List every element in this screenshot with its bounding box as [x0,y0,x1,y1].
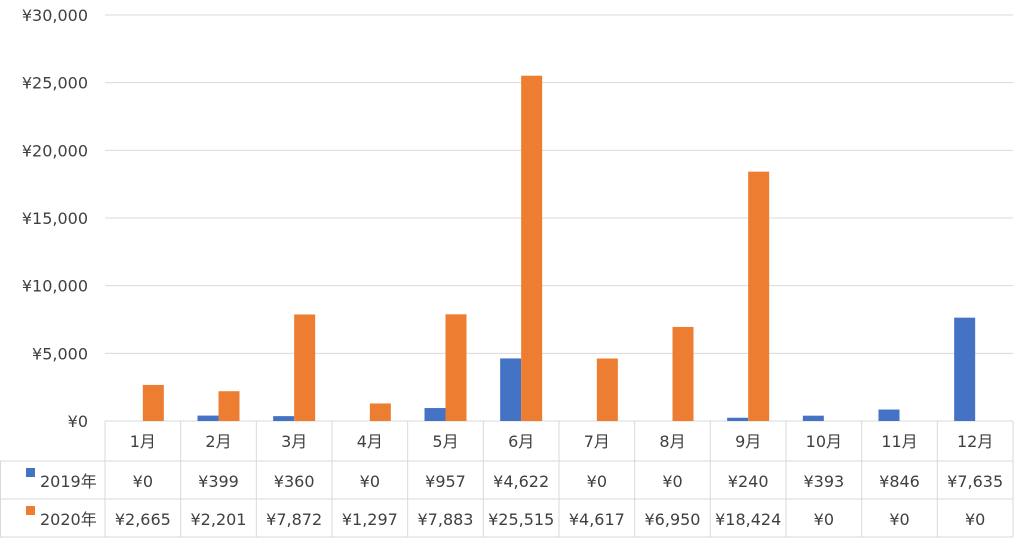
y-tick-label: ¥10,000 [22,277,88,296]
category-label: 3月 [281,432,307,451]
category-label: 4月 [357,432,383,451]
bar-series-1 [273,416,295,421]
data-table-cell: ¥957 [425,472,466,491]
bar-series-2 [369,403,391,421]
data-table-cell: ¥0 [587,472,607,491]
data-table-cell: ¥4,622 [493,472,549,491]
y-tick-label: ¥30,000 [22,6,88,25]
bar-series-2 [218,391,240,421]
bar-series-1 [500,358,522,421]
legend-label: 2019年 [40,472,97,491]
data-table-cell: ¥7,872 [266,510,322,529]
bar-series-1 [878,409,900,421]
data-table-cell: ¥1,297 [342,510,398,529]
y-tick-label: ¥15,000 [22,209,88,228]
bar-series-2 [521,75,543,422]
y-tick-label: ¥5,000 [32,344,88,363]
data-table-cell: ¥360 [274,472,315,491]
category-label: 9月 [735,432,761,451]
category-label: 5月 [432,432,458,451]
bar-series-1 [197,415,219,421]
data-table-cell: ¥2,201 [191,510,247,529]
data-table-cell: ¥0 [965,510,985,529]
bar-series-2 [748,171,770,421]
category-label: 7月 [584,432,610,451]
data-table-cell: ¥0 [889,510,909,529]
y-tick-label: ¥20,000 [22,141,88,160]
data-table-cell: ¥7,883 [418,510,474,529]
data-table-cell: ¥7,635 [947,472,1003,491]
bar-series-1 [727,417,749,421]
data-table-cell: ¥2,665 [115,510,171,529]
data-table-cell: ¥4,617 [569,510,625,529]
data-table-cell: ¥846 [879,472,920,491]
bar-series-2 [142,384,164,421]
y-tick-label: ¥0 [68,412,88,431]
bar-series-2 [596,358,618,421]
category-label: 2月 [205,432,231,451]
category-label: 1月 [130,432,156,451]
category-label: 8月 [659,432,685,451]
data-table-cell: ¥25,515 [488,510,554,529]
data-table-cell: ¥0 [814,510,834,529]
legend-swatch [26,468,35,477]
data-table-cell: ¥0 [360,472,380,491]
bar-series-2 [294,314,316,421]
data-table-cell: ¥393 [803,472,844,491]
bar-series-2 [445,314,467,421]
data-table-cell: ¥18,424 [715,510,781,529]
bar-series-1 [954,317,976,421]
category-label: 12月 [957,432,993,451]
data-table-cell: ¥6,950 [645,510,701,529]
data-table-cell: ¥0 [662,472,682,491]
bar-series-1 [802,415,824,421]
legend-label: 2020年 [40,510,97,529]
y-tick-label: ¥25,000 [22,74,88,93]
legend-swatch [26,506,35,515]
category-label: 11月 [881,432,917,451]
bar-series-2 [672,326,694,421]
data-table-cell: ¥0 [133,472,153,491]
data-table-cell: ¥240 [728,472,769,491]
bar-series-1 [424,408,446,421]
category-label: 10月 [806,432,842,451]
data-table-cell: ¥399 [198,472,239,491]
category-label: 6月 [508,432,534,451]
